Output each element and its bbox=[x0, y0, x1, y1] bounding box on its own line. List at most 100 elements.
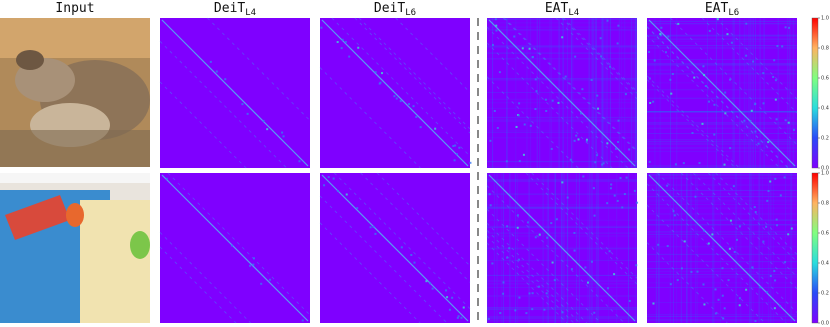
map-speck bbox=[683, 240, 686, 243]
map-speck bbox=[586, 281, 589, 284]
map-offdiagonal bbox=[701, 17, 798, 114]
map-speck bbox=[669, 78, 672, 81]
map-speck bbox=[732, 185, 735, 188]
map-speck bbox=[528, 47, 531, 50]
map-speck bbox=[606, 19, 609, 22]
map-speck bbox=[767, 141, 770, 144]
map-speck bbox=[534, 108, 537, 111]
map-speck bbox=[553, 279, 556, 282]
map-speck bbox=[599, 37, 602, 40]
colorbar-tick-label: 0.0 bbox=[821, 321, 829, 327]
map-speck bbox=[633, 189, 636, 192]
map-speck bbox=[754, 130, 757, 133]
map-speck bbox=[506, 256, 509, 259]
map-speck bbox=[452, 145, 455, 148]
map-speck bbox=[767, 190, 770, 193]
map-speck bbox=[730, 41, 733, 44]
map-speck bbox=[332, 177, 335, 180]
map-speck bbox=[701, 122, 704, 125]
map-speck bbox=[488, 193, 491, 196]
map-speck bbox=[762, 240, 765, 243]
map-speck bbox=[657, 243, 660, 246]
map-speck bbox=[606, 202, 609, 205]
map-speck bbox=[399, 100, 402, 103]
map-speck bbox=[506, 225, 509, 228]
map-speck bbox=[262, 119, 265, 122]
map-speck bbox=[590, 79, 593, 82]
map-speck bbox=[395, 97, 398, 100]
map-speck bbox=[708, 100, 711, 103]
map-speck bbox=[341, 38, 344, 41]
map-speck bbox=[369, 226, 372, 229]
map-speck bbox=[260, 282, 263, 285]
map-speck bbox=[555, 218, 558, 221]
map-speck bbox=[499, 312, 502, 315]
map-speck bbox=[606, 287, 609, 290]
map-speck bbox=[694, 195, 697, 198]
map-speck bbox=[491, 43, 494, 46]
map-offdiagonal bbox=[486, 242, 568, 324]
map-offdiagonal bbox=[486, 42, 613, 169]
map-speck bbox=[729, 219, 732, 222]
map-speck bbox=[754, 320, 757, 323]
map-speck bbox=[759, 286, 762, 289]
map-speck bbox=[526, 221, 529, 224]
map-speck bbox=[434, 127, 437, 130]
map-speck bbox=[617, 119, 620, 122]
colorbar-tick-label: 0.4 bbox=[821, 106, 829, 112]
map-speck bbox=[538, 233, 541, 236]
colorbar-tick-label: 1.0 bbox=[821, 16, 829, 22]
map-speck bbox=[702, 229, 705, 232]
map-speck bbox=[574, 55, 577, 58]
map-speck bbox=[543, 308, 546, 311]
map-speck bbox=[765, 225, 768, 228]
map-speck bbox=[776, 224, 779, 227]
map-speck bbox=[708, 29, 711, 32]
map-speck bbox=[340, 47, 343, 50]
map-speck bbox=[745, 22, 748, 25]
map-diagonal bbox=[648, 174, 796, 322]
map-speck bbox=[704, 84, 707, 87]
map-speck bbox=[738, 297, 741, 300]
colorbar-tick-label: 0.6 bbox=[821, 231, 829, 237]
map-speck bbox=[165, 177, 168, 180]
map-speck bbox=[545, 292, 548, 295]
map-offdiagonal bbox=[486, 26, 629, 169]
map-speck bbox=[372, 225, 375, 228]
map-speck bbox=[752, 60, 755, 63]
map-speck bbox=[773, 59, 776, 62]
map-speck bbox=[613, 273, 616, 276]
map-speck bbox=[749, 119, 752, 122]
map-offdiagonal bbox=[159, 41, 287, 169]
map-speck bbox=[518, 160, 521, 163]
map-speck bbox=[745, 54, 748, 57]
map-speck bbox=[374, 232, 377, 235]
map-diagonal bbox=[161, 174, 309, 322]
map-speck bbox=[617, 24, 620, 27]
map-speck bbox=[336, 189, 339, 192]
map-offdiagonal bbox=[354, 17, 471, 134]
map-speck bbox=[648, 160, 651, 163]
map-speck bbox=[531, 56, 534, 59]
map-speck bbox=[667, 35, 670, 38]
map-speck bbox=[659, 34, 662, 37]
map-speck bbox=[713, 133, 716, 136]
map-speck bbox=[703, 303, 706, 306]
map-speck bbox=[765, 291, 768, 294]
colorbar-tick-label: 0.6 bbox=[821, 76, 829, 82]
map-offdiagonal bbox=[670, 17, 798, 145]
map-speck bbox=[301, 319, 304, 322]
map-speck bbox=[682, 162, 685, 165]
map-speck bbox=[776, 45, 779, 48]
map-offdiagonal bbox=[486, 208, 602, 324]
map-speck bbox=[711, 233, 714, 236]
map-speck bbox=[616, 42, 619, 45]
map-speck bbox=[573, 231, 576, 234]
map-speck bbox=[636, 201, 639, 204]
map-offdiagonal bbox=[358, 17, 471, 130]
map-speck bbox=[762, 72, 765, 75]
map-speck bbox=[451, 296, 454, 299]
map-speck bbox=[774, 79, 777, 82]
map-diagonal bbox=[321, 19, 469, 167]
